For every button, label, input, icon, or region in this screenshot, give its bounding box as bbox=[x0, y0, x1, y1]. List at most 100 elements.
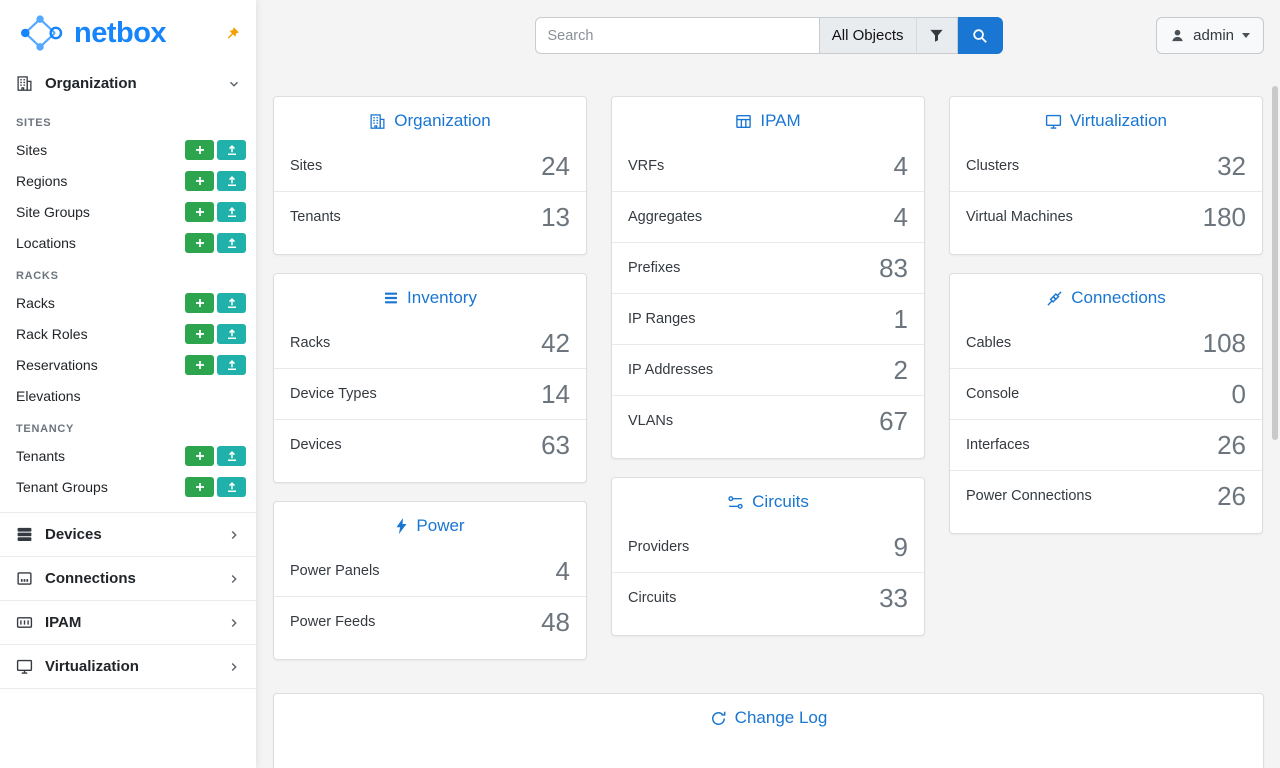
sidebar-item-label[interactable]: Sites bbox=[16, 141, 48, 158]
stat-label[interactable]: Circuits bbox=[628, 590, 677, 606]
stat-value[interactable]: 9 bbox=[893, 532, 908, 562]
user-menu-button[interactable]: admin bbox=[1156, 17, 1264, 54]
stat-value[interactable]: 0 bbox=[1231, 379, 1246, 409]
add-button[interactable] bbox=[185, 201, 214, 222]
stat-label[interactable]: Prefixes bbox=[628, 260, 681, 276]
sidebar-item-label[interactable]: Racks bbox=[16, 294, 55, 311]
add-button[interactable] bbox=[185, 232, 214, 253]
stat-label[interactable]: VLANs bbox=[628, 413, 674, 429]
stat-label[interactable]: Clusters bbox=[966, 158, 1020, 174]
stat-value[interactable]: 14 bbox=[541, 379, 570, 409]
netbox-logo[interactable]: netbox bbox=[16, 12, 167, 54]
stat-label[interactable]: Aggregates bbox=[628, 209, 703, 225]
card-title-changelog[interactable]: Change Log bbox=[274, 694, 1263, 738]
sidebar: netbox Organization SITES bbox=[0, 0, 256, 768]
stat-value[interactable]: 180 bbox=[1202, 202, 1246, 232]
sidebar-group-organization[interactable]: Organization bbox=[0, 62, 256, 105]
stat-row: Providers 9 bbox=[612, 522, 924, 572]
card-title-connections[interactable]: Connections bbox=[950, 274, 1262, 318]
topbar: All Objects admin bbox=[273, 17, 1264, 54]
sidebar-item-label[interactable]: Tenant Groups bbox=[16, 478, 108, 495]
scrollbar[interactable] bbox=[1272, 86, 1278, 440]
stat-value[interactable]: 1 bbox=[893, 304, 908, 334]
import-button[interactable] bbox=[217, 170, 246, 191]
sidebar-group-ipam[interactable]: IPAM bbox=[0, 601, 256, 644]
stat-label[interactable]: Virtual Machines bbox=[966, 209, 1073, 225]
card-title-organization[interactable]: Organization bbox=[274, 97, 586, 141]
stat-value[interactable]: 26 bbox=[1217, 481, 1246, 511]
stat-value[interactable]: 4 bbox=[893, 202, 908, 232]
stat-row: Power Connections 26 bbox=[950, 470, 1262, 521]
stat-value[interactable]: 32 bbox=[1217, 151, 1246, 181]
stat-value[interactable]: 42 bbox=[541, 328, 570, 358]
add-button[interactable] bbox=[185, 445, 214, 466]
stat-value[interactable]: 63 bbox=[541, 430, 570, 460]
stat-value[interactable]: 2 bbox=[893, 355, 908, 385]
stat-value[interactable]: 67 bbox=[879, 406, 908, 436]
funnel-icon bbox=[929, 28, 944, 43]
stat-label[interactable]: Power Panels bbox=[290, 563, 380, 579]
stat-value[interactable]: 48 bbox=[541, 607, 570, 637]
stat-label[interactable]: Power Feeds bbox=[290, 614, 376, 630]
stat-label[interactable]: Console bbox=[966, 386, 1020, 402]
search-button[interactable] bbox=[957, 17, 1003, 54]
search-input[interactable] bbox=[534, 17, 819, 54]
stat-label[interactable]: Cables bbox=[966, 335, 1012, 351]
sidebar-item-label[interactable]: Site Groups bbox=[16, 203, 90, 220]
stat-label[interactable]: IP Addresses bbox=[628, 362, 714, 378]
stat-label[interactable]: Providers bbox=[628, 539, 690, 555]
stat-value[interactable]: 24 bbox=[541, 151, 570, 181]
import-button[interactable] bbox=[217, 476, 246, 497]
sidebar-item-label[interactable]: Tenants bbox=[16, 447, 66, 464]
import-button[interactable] bbox=[217, 139, 246, 160]
add-button[interactable] bbox=[185, 139, 214, 160]
stat-label[interactable]: VRFs bbox=[628, 158, 665, 174]
card-title-circuits[interactable]: Circuits bbox=[612, 478, 924, 522]
stat-label[interactable]: IP Ranges bbox=[628, 311, 696, 327]
sidebar-item-label[interactable]: Rack Roles bbox=[16, 325, 88, 342]
stat-label[interactable]: Sites bbox=[290, 158, 323, 174]
add-button[interactable] bbox=[185, 476, 214, 497]
sidebar-item-label[interactable]: Reservations bbox=[16, 356, 98, 373]
add-button[interactable] bbox=[185, 354, 214, 375]
search-scope-select[interactable]: All Objects bbox=[818, 17, 917, 54]
card-title-power[interactable]: Power bbox=[274, 502, 586, 546]
stat-label[interactable]: Power Connections bbox=[966, 488, 1092, 504]
add-button[interactable] bbox=[185, 292, 214, 313]
import-button[interactable] bbox=[217, 201, 246, 222]
import-button[interactable] bbox=[217, 292, 246, 313]
stat-value[interactable]: 4 bbox=[893, 151, 908, 181]
stat-value[interactable]: 83 bbox=[879, 253, 908, 283]
stat-value[interactable]: 13 bbox=[541, 202, 570, 232]
import-button[interactable] bbox=[217, 445, 246, 466]
sidebar-item-label[interactable]: Locations bbox=[16, 234, 76, 251]
card-title-inventory[interactable]: Inventory bbox=[274, 274, 586, 318]
stat-label[interactable]: Device Types bbox=[290, 386, 377, 402]
filter-button[interactable] bbox=[916, 17, 958, 54]
sidebar-group-devices[interactable]: Devices bbox=[0, 513, 256, 556]
search-icon bbox=[972, 28, 988, 44]
sidebar-item-label[interactable]: Regions bbox=[16, 172, 68, 189]
add-button[interactable] bbox=[185, 323, 214, 344]
add-button[interactable] bbox=[185, 170, 214, 191]
stat-value[interactable]: 108 bbox=[1202, 328, 1246, 358]
stat-row: Circuits 33 bbox=[612, 572, 924, 623]
stat-value[interactable]: 4 bbox=[555, 556, 570, 586]
stat-label[interactable]: Tenants bbox=[290, 209, 341, 225]
stat-label[interactable]: Devices bbox=[290, 437, 342, 453]
import-button[interactable] bbox=[217, 323, 246, 344]
stat-label[interactable]: Interfaces bbox=[966, 437, 1030, 453]
stat-label[interactable]: Racks bbox=[290, 335, 331, 351]
import-button[interactable] bbox=[217, 354, 246, 375]
import-button[interactable] bbox=[217, 232, 246, 253]
netbox-logo-icon bbox=[16, 12, 66, 54]
card-title-virtualization[interactable]: Virtualization bbox=[950, 97, 1262, 141]
card-title-ipam[interactable]: IPAM bbox=[612, 97, 924, 141]
sidebar-item-label[interactable]: Elevations bbox=[16, 387, 81, 404]
pin-sidebar-icon[interactable] bbox=[225, 26, 240, 41]
section-header-racks: RACKS bbox=[16, 270, 59, 282]
sidebar-group-virtualization[interactable]: Virtualization bbox=[0, 645, 256, 688]
sidebar-group-connections[interactable]: Connections bbox=[0, 557, 256, 600]
stat-value[interactable]: 26 bbox=[1217, 430, 1246, 460]
stat-value[interactable]: 33 bbox=[879, 583, 908, 613]
